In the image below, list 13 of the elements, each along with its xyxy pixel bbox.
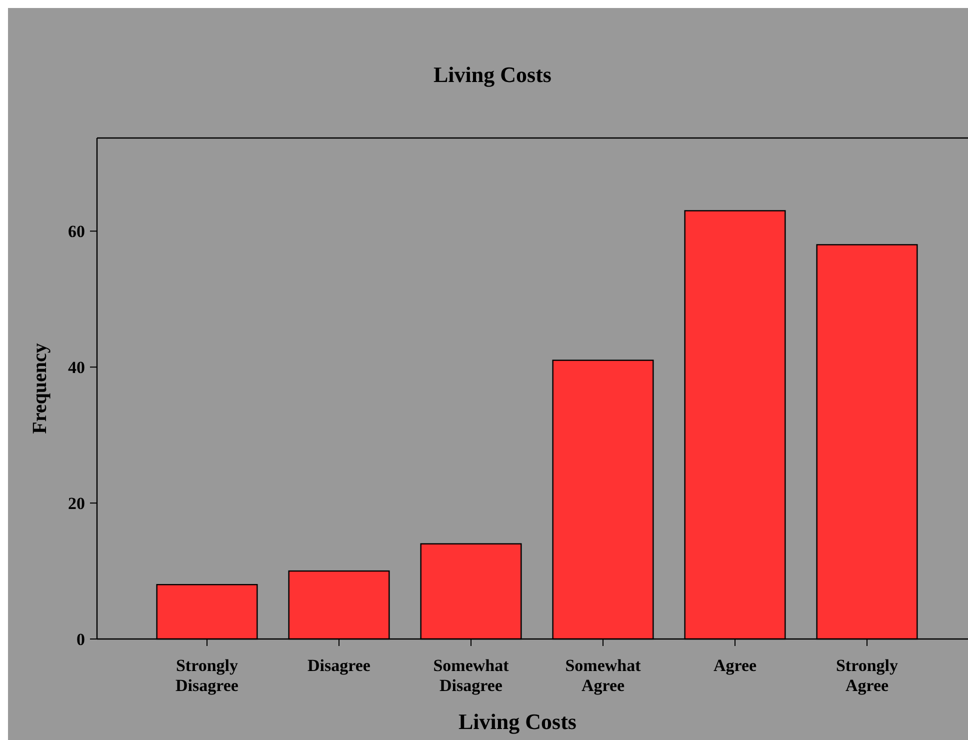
x-axis-title: Living Costs [458, 709, 577, 734]
y-tick-label: 0 [76, 630, 85, 649]
x-tick-label: Disagree [308, 656, 371, 675]
y-tick-label: 60 [68, 222, 85, 242]
y-tick-label: 40 [68, 358, 85, 378]
y-tick-label: 20 [68, 494, 85, 514]
x-tick-label: Strongly Agree [836, 656, 899, 695]
x-tick-label: Somewhat Disagree [433, 656, 510, 695]
chart-title: Living Costs [434, 62, 552, 87]
x-tick-label: Agree [713, 656, 758, 675]
x-tick-label: Strongly Disagree [176, 656, 239, 695]
x-tick-label: Somewhat Agree [565, 656, 642, 695]
y-axis-title: Frequency [29, 343, 51, 434]
